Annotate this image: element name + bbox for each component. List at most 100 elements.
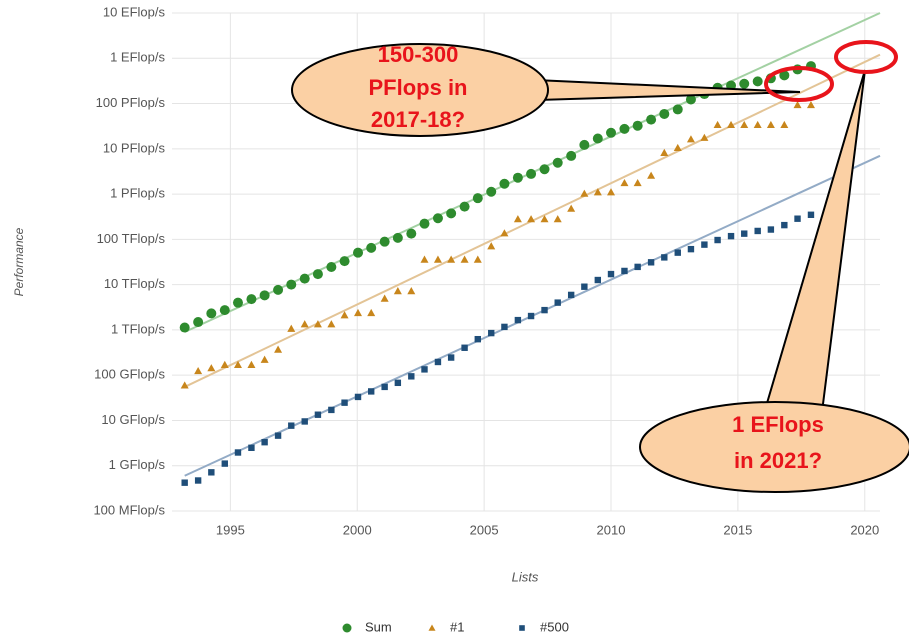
point — [552, 157, 563, 168]
point — [567, 291, 575, 299]
point — [686, 135, 695, 143]
point — [539, 164, 550, 175]
point — [340, 311, 349, 319]
legend-label: #1 — [450, 619, 464, 634]
point — [714, 236, 721, 244]
y-tick-label: 100 PFlop/s — [96, 95, 166, 110]
point — [674, 249, 681, 256]
point — [420, 255, 429, 263]
point — [620, 178, 629, 187]
legend: Sum #1 #500 — [342, 619, 569, 634]
point — [794, 215, 801, 222]
callouts: 150-300 PFlops in 2017-18? 1 EFlops in 2… — [291, 40, 909, 493]
point — [354, 393, 362, 401]
point — [394, 379, 402, 387]
highlight-ring — [764, 66, 834, 102]
y-tick-label: 1 EFlop/s — [110, 50, 165, 65]
x-tick-label: 2010 — [597, 522, 626, 537]
point — [313, 320, 322, 328]
point — [327, 320, 336, 328]
point — [208, 469, 215, 476]
point — [287, 324, 296, 332]
point — [380, 294, 389, 302]
point — [632, 120, 643, 131]
annotation: 1 EFlops — [732, 412, 824, 437]
annotation: 2017-18? — [371, 107, 465, 132]
point — [434, 358, 442, 366]
point — [460, 255, 469, 263]
point — [685, 94, 696, 105]
point — [248, 444, 255, 451]
point — [514, 316, 522, 324]
point — [259, 290, 270, 301]
point — [660, 148, 669, 157]
y-axis-label: Performance — [12, 227, 26, 296]
point — [193, 317, 204, 328]
point — [767, 226, 775, 233]
point — [354, 308, 363, 317]
point — [793, 100, 802, 109]
point — [368, 388, 375, 395]
point — [246, 294, 257, 305]
point — [312, 269, 323, 280]
y-tick-label: 100 MFlop/s — [93, 502, 165, 517]
point — [687, 245, 695, 253]
legend-label: Sum — [365, 619, 392, 634]
point — [700, 133, 709, 141]
point — [739, 78, 750, 89]
point — [393, 287, 402, 295]
point — [754, 227, 761, 235]
point — [379, 236, 390, 247]
legend-marker — [342, 623, 352, 633]
point — [459, 201, 470, 212]
point — [646, 114, 657, 125]
point — [474, 335, 481, 343]
point — [541, 306, 548, 314]
annotation: in 2021? — [734, 448, 822, 473]
point — [727, 120, 736, 129]
point — [432, 213, 443, 224]
point — [740, 120, 749, 129]
point — [606, 127, 617, 138]
point — [701, 241, 708, 248]
point — [766, 120, 775, 129]
point — [486, 186, 497, 197]
x-axis-label: Lists — [512, 569, 539, 584]
point — [512, 172, 523, 183]
highlight-ring — [834, 40, 898, 74]
point — [753, 120, 762, 129]
point — [220, 360, 229, 368]
x-tick-label: 2020 — [850, 522, 879, 537]
point — [194, 477, 202, 484]
point — [339, 256, 350, 267]
point — [579, 139, 590, 150]
legend-marker — [428, 624, 436, 631]
point — [672, 104, 683, 115]
point — [301, 418, 308, 425]
point — [300, 320, 309, 328]
point — [634, 263, 641, 271]
point — [180, 381, 189, 389]
point — [659, 108, 670, 119]
point — [499, 178, 510, 189]
point — [633, 178, 642, 187]
point — [567, 204, 576, 212]
point — [540, 215, 549, 223]
y-tick-label: 1 PFlop/s — [110, 186, 165, 201]
y-tick-label: 10 GFlop/s — [101, 412, 165, 427]
point — [527, 215, 536, 223]
y-tick-label: 100 GFlop/s — [94, 367, 165, 382]
point — [647, 171, 656, 179]
point — [341, 399, 348, 406]
point — [446, 208, 457, 219]
point — [461, 344, 468, 351]
point — [727, 232, 735, 240]
y-tick-label: 100 TFlop/s — [97, 231, 166, 246]
point — [381, 383, 388, 391]
point — [488, 329, 495, 337]
point — [406, 228, 417, 239]
y-tick-label: 1 GFlop/s — [109, 457, 166, 472]
point — [433, 255, 442, 263]
point — [447, 354, 455, 361]
